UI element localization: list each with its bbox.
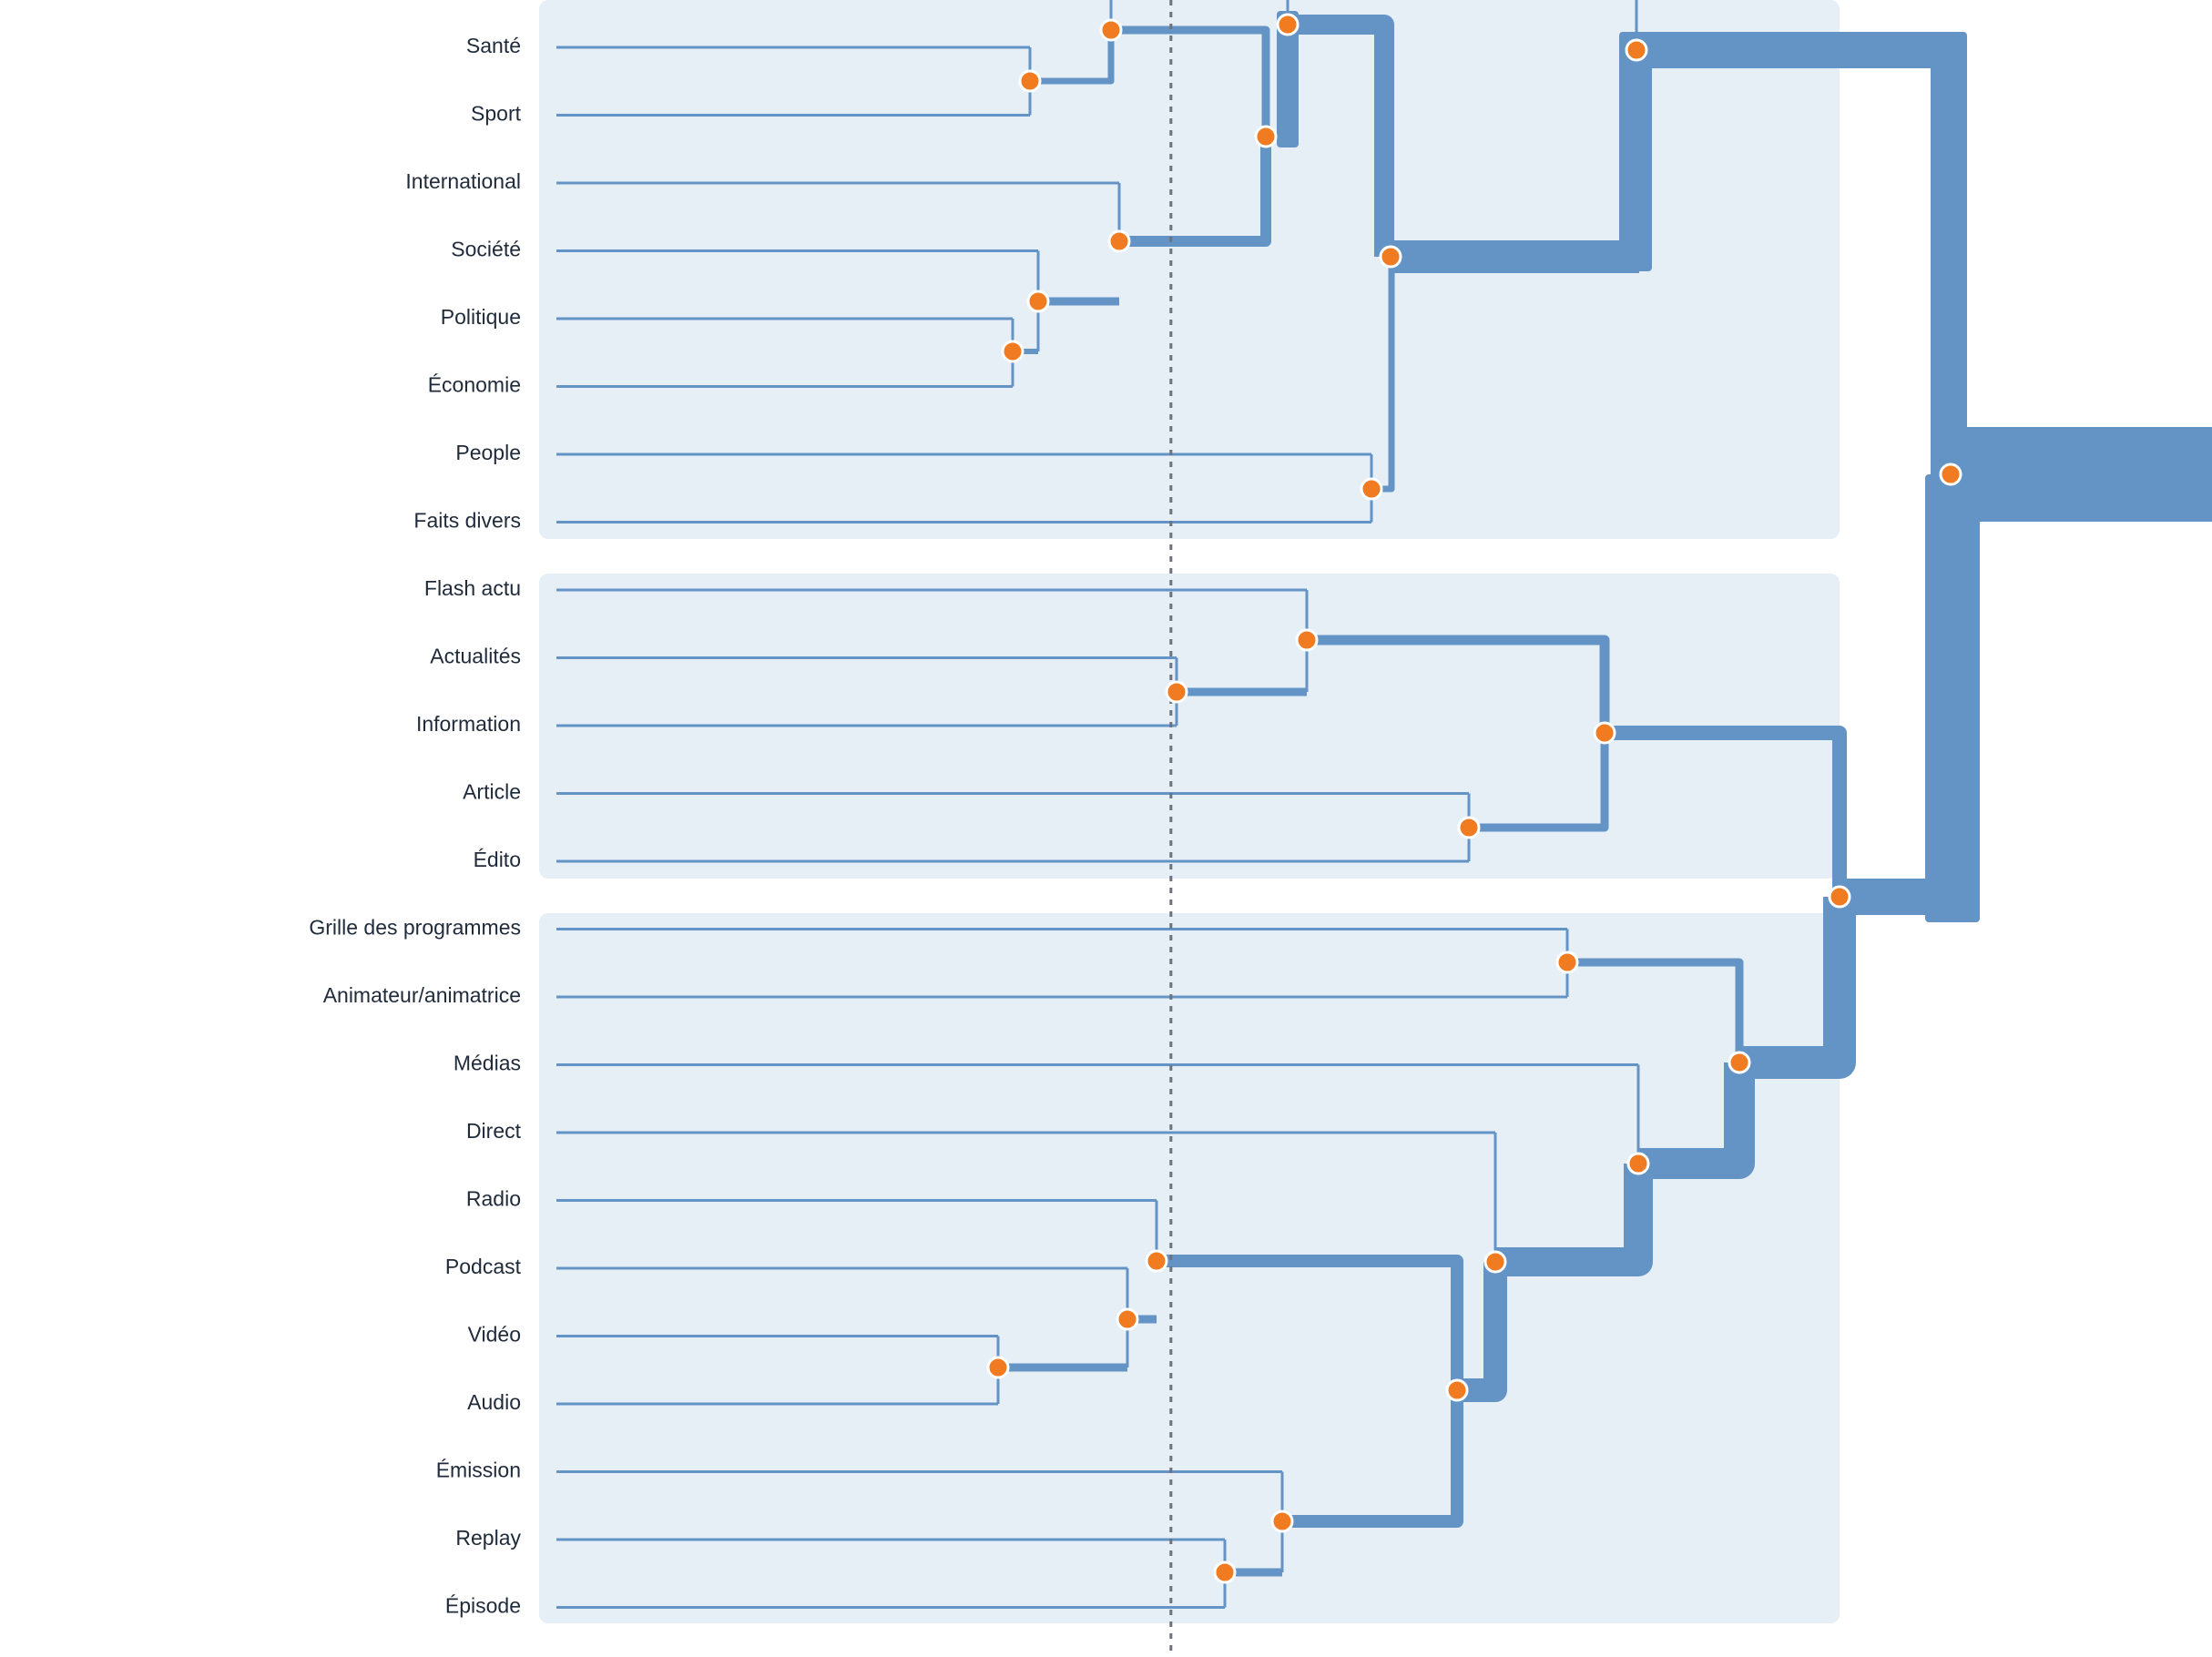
merge-node xyxy=(1295,628,1319,652)
dendrogram-link xyxy=(1925,474,1980,922)
merge-node xyxy=(1625,38,1648,62)
merge-node xyxy=(1107,229,1131,253)
dendrogram-link xyxy=(1157,1255,1463,1390)
dendrogram-link xyxy=(1638,1062,1755,1179)
merge-nodes xyxy=(986,13,1962,1584)
leaf-label: Société xyxy=(451,238,521,261)
leaf-label: Information xyxy=(416,712,521,736)
merge-node xyxy=(1939,463,1962,486)
merge-node xyxy=(1728,1051,1751,1074)
merge-node xyxy=(1445,1378,1469,1402)
cluster-panel xyxy=(539,574,1840,879)
leaf-label: Flash actu xyxy=(424,576,521,600)
leaf-label: Santé xyxy=(466,34,521,57)
leaf-label: Radio xyxy=(466,1187,521,1211)
dendrogram-link xyxy=(1457,1262,1507,1402)
leaf-label: Politique xyxy=(441,305,521,329)
cluster-panel xyxy=(539,0,1840,539)
cluster-panel xyxy=(539,913,1840,1623)
leaf-label: Épisode xyxy=(445,1594,521,1618)
dendrogram-link xyxy=(1119,137,1271,247)
merge-node xyxy=(1457,816,1481,839)
leaf-label: Direct xyxy=(466,1119,522,1143)
dendrogram-link xyxy=(1605,726,1847,897)
dendrogram-link xyxy=(1619,32,1652,271)
merge-node xyxy=(1026,290,1050,313)
merge-node xyxy=(1001,340,1024,363)
dendrogram-links xyxy=(556,0,2212,1609)
cluster-backgrounds xyxy=(539,0,1840,1623)
dendrogram-link xyxy=(1277,11,1299,147)
leaf-label: Grille des programmes xyxy=(309,916,521,940)
dendrogram-link xyxy=(1288,15,1394,257)
leaf-label: Vidéo xyxy=(468,1323,521,1347)
merge-node xyxy=(1360,477,1383,501)
leaf-label: Article xyxy=(463,780,521,804)
dendrogram-link xyxy=(1111,25,1270,137)
merge-node xyxy=(1555,950,1579,974)
leaf-label: Sport xyxy=(471,102,522,126)
dendrogram-link xyxy=(1282,1390,1463,1528)
merge-node xyxy=(1270,1510,1294,1533)
dendrogram-link xyxy=(1030,30,1115,85)
dendrogram-link xyxy=(1469,733,1609,832)
leaf-label: Économie xyxy=(428,373,521,397)
leaf-label: Audio xyxy=(467,1390,521,1414)
leaf-label: Replay xyxy=(455,1526,521,1550)
merge-node xyxy=(1099,18,1123,42)
merge-node xyxy=(1593,721,1616,745)
leaf-label: International xyxy=(405,169,521,193)
merge-node xyxy=(1276,13,1300,36)
merge-node xyxy=(1626,1152,1650,1175)
leaf-label: Actualités xyxy=(430,645,521,668)
merge-node xyxy=(1379,245,1402,269)
leaf-labels: Santé Sport International Société Politique É… xyxy=(309,34,521,1618)
merge-node xyxy=(1018,69,1042,93)
merge-node xyxy=(1165,680,1188,704)
merge-node xyxy=(986,1356,1010,1379)
dendrogram-link xyxy=(1495,1164,1653,1276)
leaf-label: Faits divers xyxy=(413,509,521,533)
leaf-label: Animateur/animatrice xyxy=(323,983,521,1007)
leaf-label: People xyxy=(455,441,521,464)
dendrogram-link xyxy=(1739,897,1856,1079)
merge-node xyxy=(1483,1250,1507,1274)
merge-node xyxy=(1213,1560,1237,1584)
merge-node xyxy=(1254,125,1278,148)
merge-node xyxy=(1116,1307,1139,1331)
leaf-label: Médias xyxy=(454,1052,521,1075)
dendrogram-link xyxy=(1567,958,1744,1062)
merge-node xyxy=(1828,885,1851,909)
leaf-label: Émission xyxy=(436,1459,521,1482)
dendrogram-link xyxy=(1931,32,1967,480)
merge-node xyxy=(1145,1249,1168,1273)
dendrogram-link xyxy=(1307,635,1610,733)
leaf-label: Édito xyxy=(474,848,521,871)
leaf-label: Podcast xyxy=(445,1255,522,1278)
